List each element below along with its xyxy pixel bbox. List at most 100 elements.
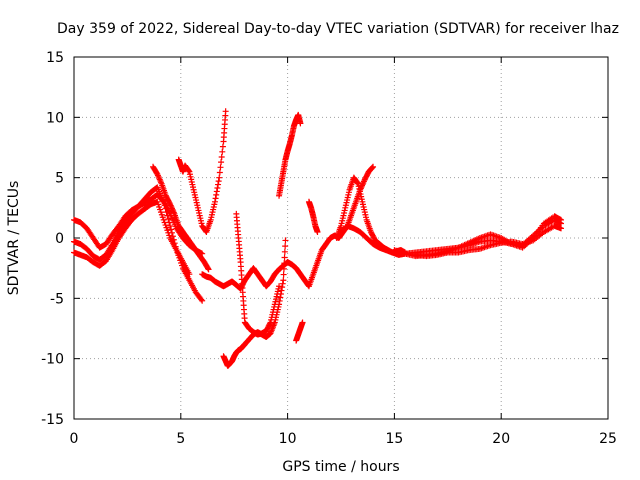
data-point: [156, 176, 163, 183]
data-point: [154, 172, 161, 179]
data-point: [216, 169, 223, 176]
x-tick-label: 5: [176, 431, 185, 447]
series-arc9: [276, 111, 304, 199]
data-point: [165, 216, 172, 223]
data-point: [277, 294, 284, 301]
x-tick-label: 25: [599, 431, 617, 447]
data-point: [280, 277, 287, 284]
data-point: [279, 280, 286, 287]
data-point: [558, 225, 565, 232]
data-point: [205, 266, 212, 273]
chart-title: Day 359 of 2022, Sidereal Day-to-day VTE…: [57, 21, 619, 37]
data-point: [314, 228, 321, 235]
data-point: [222, 108, 229, 115]
data-point: [276, 297, 283, 304]
data-points: [71, 108, 565, 369]
y-tick-label: 0: [55, 231, 64, 247]
data-point: [164, 212, 171, 219]
data-point: [281, 254, 288, 261]
y-tick-label: 10: [46, 110, 64, 126]
y-axis-label: SDTVAR / TECUs: [6, 181, 22, 296]
y-tick-label: -15: [41, 412, 64, 428]
data-point: [217, 164, 224, 171]
data-point: [215, 178, 222, 185]
series-arc1: [71, 191, 206, 257]
series-arc10: [284, 163, 377, 290]
data-point: [370, 163, 377, 170]
data-point: [212, 195, 219, 202]
x-tick-label: 15: [385, 431, 403, 447]
series-arc12: [305, 198, 321, 235]
data-point: [282, 237, 289, 244]
data-point: [297, 120, 304, 127]
data-point: [280, 265, 287, 272]
data-point: [369, 164, 376, 171]
data-point: [216, 174, 223, 181]
data-point: [167, 222, 174, 229]
data-point: [282, 243, 289, 250]
data-point: [168, 203, 175, 210]
data-point: [360, 179, 367, 186]
data-point: [157, 179, 164, 186]
data-point: [170, 209, 177, 216]
x-tick-label: 10: [279, 431, 297, 447]
data-point: [160, 198, 167, 205]
y-tick-label: 5: [55, 171, 64, 187]
data-point: [276, 283, 283, 290]
data-point: [354, 179, 361, 186]
data-point: [266, 320, 273, 327]
y-tick-label: -10: [41, 352, 64, 368]
series-arc8: [233, 210, 283, 338]
data-point: [186, 271, 193, 278]
data-point: [213, 188, 220, 195]
data-point: [199, 297, 206, 304]
data-point: [214, 185, 221, 192]
data-point: [162, 205, 169, 212]
data-point: [211, 198, 218, 205]
x-tick-labels: 0 5 10 15 20 25: [70, 431, 617, 447]
data-point: [213, 191, 220, 198]
data-point: [215, 181, 222, 188]
data-point: [163, 209, 170, 216]
data-point: [170, 208, 177, 215]
data-point: [219, 143, 226, 150]
x-tick-label: 0: [70, 431, 79, 447]
data-point: [167, 202, 174, 209]
data-point: [167, 201, 174, 208]
y-tick-label: 15: [46, 50, 64, 66]
data-point: [218, 153, 225, 160]
series-arc6: [199, 259, 291, 292]
data-point: [161, 202, 168, 209]
data-point: [168, 205, 175, 212]
series-arc16: [412, 222, 565, 260]
series-arc3: [71, 198, 193, 278]
data-point: [219, 148, 226, 155]
series-arc5: [175, 108, 229, 235]
data-point: [168, 226, 175, 233]
data-point: [204, 265, 211, 272]
data-point: [368, 165, 375, 172]
data-point: [281, 248, 288, 255]
data-point: [198, 296, 205, 303]
series-arc2: [71, 184, 206, 304]
y-tick-label: -5: [50, 291, 64, 307]
y-tick-labels: 15 10 5 0 -5 -10 -15: [41, 50, 64, 428]
data-point: [169, 206, 176, 213]
data-point: [299, 319, 306, 326]
data-point: [157, 177, 164, 184]
series-arc4: [150, 163, 212, 273]
data-point: [155, 173, 162, 180]
x-tick-label: 20: [492, 431, 510, 447]
data-point: [280, 271, 287, 278]
data-point: [185, 167, 192, 174]
data-point: [154, 171, 161, 178]
data-point: [359, 182, 366, 189]
data-point: [156, 175, 163, 182]
series-arc7: [220, 237, 289, 369]
data-point: [279, 284, 286, 291]
axis-ticks: [73, 56, 609, 420]
series-arc11: [293, 319, 306, 344]
data-point: [278, 287, 285, 294]
x-axis-label: GPS time / hours: [282, 459, 399, 475]
